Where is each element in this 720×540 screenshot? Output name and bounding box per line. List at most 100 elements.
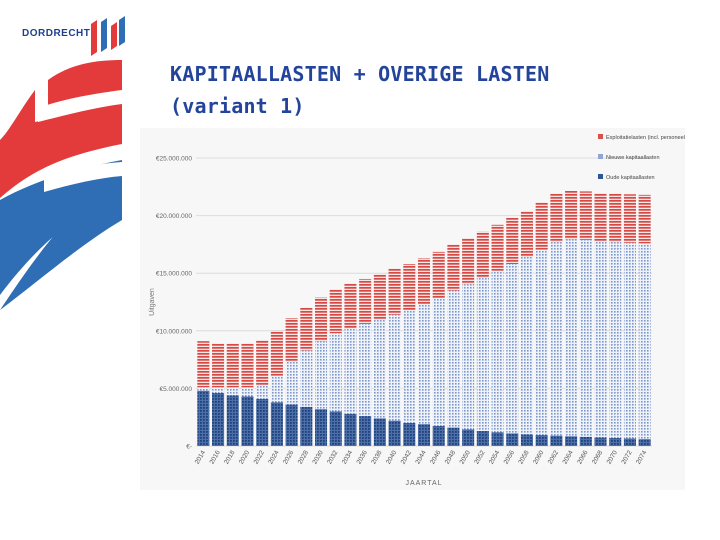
bar-nieuwe-kapitaallasten <box>462 284 475 430</box>
bar-nieuwe-kapitaallasten <box>535 249 548 436</box>
bar-exploitatielasten <box>256 340 269 385</box>
bar-exploitatielasten <box>285 318 298 362</box>
decorative-wave-art <box>0 60 122 310</box>
bar-oude-kapitaallasten <box>315 409 328 446</box>
bar-oude-kapitaallasten <box>226 395 239 446</box>
bar-oude-kapitaallasten <box>403 422 416 446</box>
bar-oude-kapitaallasten <box>241 396 254 446</box>
bar-nieuwe-kapitaallasten <box>520 257 533 435</box>
bar-oude-kapitaallasten <box>491 432 504 446</box>
bar-nieuwe-kapitaallasten <box>447 290 460 428</box>
bar-exploitatielasten <box>579 191 592 240</box>
y-tick-label: €5.000.000 <box>159 386 192 393</box>
bar-exploitatielasten <box>432 251 445 298</box>
bar-nieuwe-kapitaallasten <box>432 297 445 426</box>
bar-exploitatielasten <box>359 278 372 324</box>
legend-swatch <box>598 154 603 159</box>
bar-oude-kapitaallasten <box>594 437 607 446</box>
bar-oude-kapitaallasten <box>359 416 372 446</box>
page-title: KAPITAALLASTEN + OVERIGE LASTEN (variant… <box>170 58 710 122</box>
bar-oude-kapitaallasten <box>535 435 548 446</box>
logo-text: DORDRECHT <box>22 28 91 39</box>
bar-exploitatielasten <box>226 343 239 388</box>
bar-oude-kapitaallasten <box>447 427 460 446</box>
bar-oude-kapitaallasten <box>270 402 283 446</box>
bar-nieuwe-kapitaallasten <box>359 323 372 417</box>
bar-nieuwe-kapitaallasten <box>594 241 607 438</box>
title-line-1: KAPITAALLASTEN + OVERIGE LASTEN <box>170 62 550 86</box>
legend-label: Oude kapitaallasten <box>606 175 655 181</box>
bar-nieuwe-kapitaallasten <box>491 270 504 433</box>
bar-nieuwe-kapitaallasten <box>241 387 254 397</box>
legend-label: Nieuwe kapitaallasten <box>606 155 660 161</box>
bar-nieuwe-kapitaallasten <box>550 242 563 436</box>
bar-nieuwe-kapitaallasten <box>579 239 592 437</box>
bar-nieuwe-kapitaallasten <box>609 242 622 438</box>
bar-nieuwe-kapitaallasten <box>388 314 401 421</box>
bar-nieuwe-kapitaallasten <box>403 310 416 423</box>
bar-exploitatielasten <box>417 258 431 305</box>
bar-exploitatielasten <box>491 224 504 271</box>
bar-exploitatielasten <box>535 202 548 250</box>
bar-oude-kapitaallasten <box>329 411 342 446</box>
bar-exploitatielasten <box>638 194 651 244</box>
bar-exploitatielasten <box>373 274 386 320</box>
bar-nieuwe-kapitaallasten <box>212 387 225 394</box>
bar-exploitatielasten <box>476 231 489 278</box>
bar-nieuwe-kapitaallasten <box>285 361 298 405</box>
bar-oude-kapitaallasten <box>638 439 651 446</box>
bar-oude-kapitaallasten <box>623 438 636 446</box>
bar-nieuwe-kapitaallasten <box>476 277 489 432</box>
stacked-bar-chart: Uitgaven €- €5.000.000 €10.000.000 €15.000.… <box>140 128 687 494</box>
bar-oude-kapitaallasten <box>462 429 475 446</box>
chart-svg: Uitgaven €- €5.000.000 €10.000.000 €15.000.… <box>140 128 687 490</box>
bar-oude-kapitaallasten <box>388 420 401 446</box>
bar-exploitatielasten <box>594 193 607 242</box>
x-axis-label: JAARTAL <box>405 480 442 487</box>
y-tick-label: €25.000.000 <box>156 156 193 163</box>
bar-oude-kapitaallasten <box>417 424 431 446</box>
bar-exploitatielasten <box>241 343 254 388</box>
bar-nieuwe-kapitaallasten <box>270 375 283 403</box>
bar-exploitatielasten <box>270 330 283 376</box>
bar-exploitatielasten <box>506 217 519 264</box>
legend-swatch <box>598 134 603 139</box>
logo-mark-icon <box>91 16 125 56</box>
bar-exploitatielasten <box>623 194 636 243</box>
legend-swatch <box>598 174 603 179</box>
bar-oude-kapitaallasten <box>520 434 533 446</box>
dordrecht-logo: DORDRECHT <box>16 14 128 60</box>
bar-exploitatielasten <box>403 263 416 311</box>
bar-nieuwe-kapitaallasten <box>506 263 519 434</box>
y-tick-label: €20.000.000 <box>156 213 193 220</box>
bar-exploitatielasten <box>388 268 401 315</box>
bar-exploitatielasten <box>609 193 622 243</box>
bar-nieuwe-kapitaallasten <box>197 387 210 391</box>
bar-nieuwe-kapitaallasten <box>256 384 269 399</box>
bar-nieuwe-kapitaallasten <box>417 304 431 425</box>
bar-exploitatielasten <box>315 297 328 342</box>
bar-oude-kapitaallasten <box>344 413 357 446</box>
bar-oude-kapitaallasten <box>197 390 210 446</box>
bar-exploitatielasten <box>329 289 342 334</box>
bar-nieuwe-kapitaallasten <box>373 319 386 419</box>
bar-exploitatielasten <box>212 343 225 388</box>
y-tick-label: €15.000.000 <box>156 271 193 278</box>
bar-oude-kapitaallasten <box>565 436 578 446</box>
bar-nieuwe-kapitaallasten <box>344 328 357 414</box>
bar-nieuwe-kapitaallasten <box>315 341 328 410</box>
y-tick-label: €10.000.000 <box>156 328 193 335</box>
bar-oude-kapitaallasten <box>373 418 386 446</box>
bar-exploitatielasten <box>565 190 578 240</box>
bar-nieuwe-kapitaallasten <box>565 239 578 437</box>
bar-nieuwe-kapitaallasten <box>638 243 651 440</box>
bar-nieuwe-kapitaallasten <box>623 242 636 439</box>
bar-exploitatielasten <box>344 283 357 329</box>
bar-exploitatielasten <box>550 193 563 243</box>
bar-exploitatielasten <box>520 210 533 258</box>
bar-oude-kapitaallasten <box>256 398 269 446</box>
bar-nieuwe-kapitaallasten <box>300 350 313 407</box>
bar-nieuwe-kapitaallasten <box>226 387 239 396</box>
bar-exploitatielasten <box>300 307 313 351</box>
bar-oude-kapitaallasten <box>550 435 563 446</box>
